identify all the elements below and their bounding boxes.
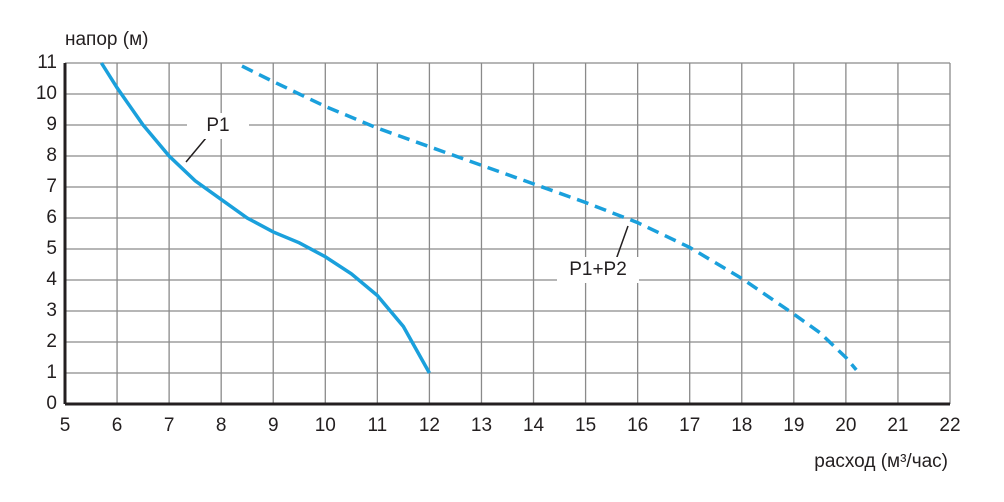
y-tick-label: 4 (46, 269, 57, 290)
y-tick-label: 1 (46, 362, 57, 383)
x-tick-label: 14 (523, 415, 545, 436)
x-tick-label: 7 (164, 415, 175, 436)
x-tick-label: 16 (627, 415, 648, 436)
x-tick-label: 12 (419, 415, 440, 436)
x-tick-label: 13 (471, 415, 492, 436)
x-tick-label: 17 (679, 415, 700, 436)
y-tick-label: 6 (46, 207, 57, 228)
y-tick-label: 8 (46, 145, 57, 166)
y-tick-label: 3 (46, 300, 57, 321)
x-tick-label: 22 (939, 415, 960, 436)
series-line (241, 64, 858, 372)
y-tick-label: 7 (46, 176, 57, 197)
x-tick-label: 5 (60, 415, 71, 436)
x-tick-label: 20 (835, 415, 856, 436)
y-tick-label: 2 (46, 331, 57, 352)
x-tick-label: 19 (783, 415, 804, 436)
y-tick-label: 11 (37, 52, 57, 73)
x-tick-label: 18 (731, 415, 752, 436)
x-tick-label: 6 (112, 415, 123, 436)
x-axis-label: расход (м³/час) (814, 451, 948, 472)
label-bg (187, 113, 249, 139)
y-tick-label: 5 (46, 238, 57, 259)
y-tick-label: 10 (36, 83, 57, 104)
y-axis-label: напор (м) (65, 29, 148, 50)
x-tick-label: 11 (367, 415, 387, 436)
x-tick-label: 8 (216, 415, 227, 436)
x-tick-label: 10 (315, 415, 336, 436)
x-tick-label: 9 (268, 415, 279, 436)
series-line (99, 62, 431, 374)
x-tick-label: 15 (575, 415, 596, 436)
label-leader (185, 137, 207, 163)
x-tick-label: 21 (887, 415, 908, 436)
y-tick-label: 9 (46, 114, 57, 135)
series-label: P1 (206, 115, 229, 136)
series-label: P1+P2 (569, 259, 627, 280)
label-bg (557, 257, 639, 283)
y-tick-label: 0 (46, 393, 57, 414)
